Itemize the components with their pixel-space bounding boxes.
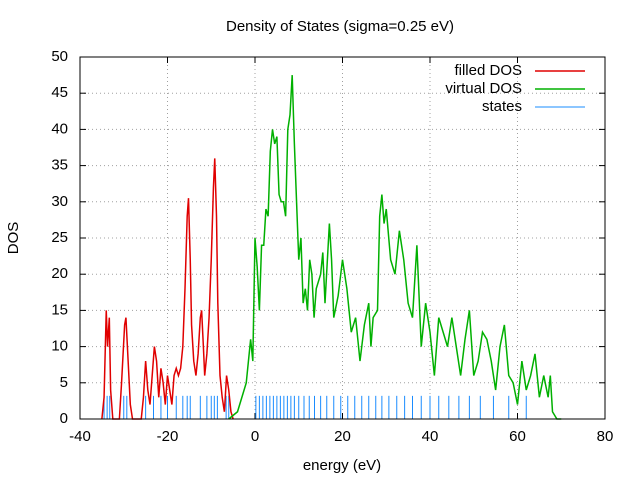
y-tick-label: 5 xyxy=(60,374,68,391)
x-tick-label: 20 xyxy=(334,428,351,445)
y-tick-label: 10 xyxy=(51,338,68,355)
y-tick-label: 20 xyxy=(51,265,68,282)
x-tick-label: -40 xyxy=(69,428,91,445)
y-tick-label: 0 xyxy=(60,410,68,427)
y-tick-label: 25 xyxy=(51,229,68,246)
x-axis-label: energy (eV) xyxy=(303,457,381,474)
x-tick-label: -20 xyxy=(157,428,179,445)
chart-title: Density of States (sigma=0.25 eV) xyxy=(226,18,454,35)
y-tick-label: 40 xyxy=(51,120,68,137)
y-tick-label: 45 xyxy=(51,84,68,101)
dos-line xyxy=(228,75,562,420)
x-tick-label: 40 xyxy=(422,428,439,445)
y-axis-label: DOS xyxy=(5,222,22,255)
y-tick-label: 50 xyxy=(51,48,68,65)
plot-border xyxy=(79,56,606,420)
legend-label: states xyxy=(482,98,522,115)
y-tick-label: 15 xyxy=(51,301,68,318)
y-tick-label: 30 xyxy=(51,193,68,210)
dos-line xyxy=(101,158,234,420)
x-tick-label: 80 xyxy=(597,428,614,445)
legend-label: virtual DOS xyxy=(445,80,522,97)
x-tick-label: 0 xyxy=(251,428,259,445)
x-tick-label: 60 xyxy=(509,428,526,445)
y-tick-label: 35 xyxy=(51,157,68,174)
legend-label: filled DOS xyxy=(454,62,522,79)
